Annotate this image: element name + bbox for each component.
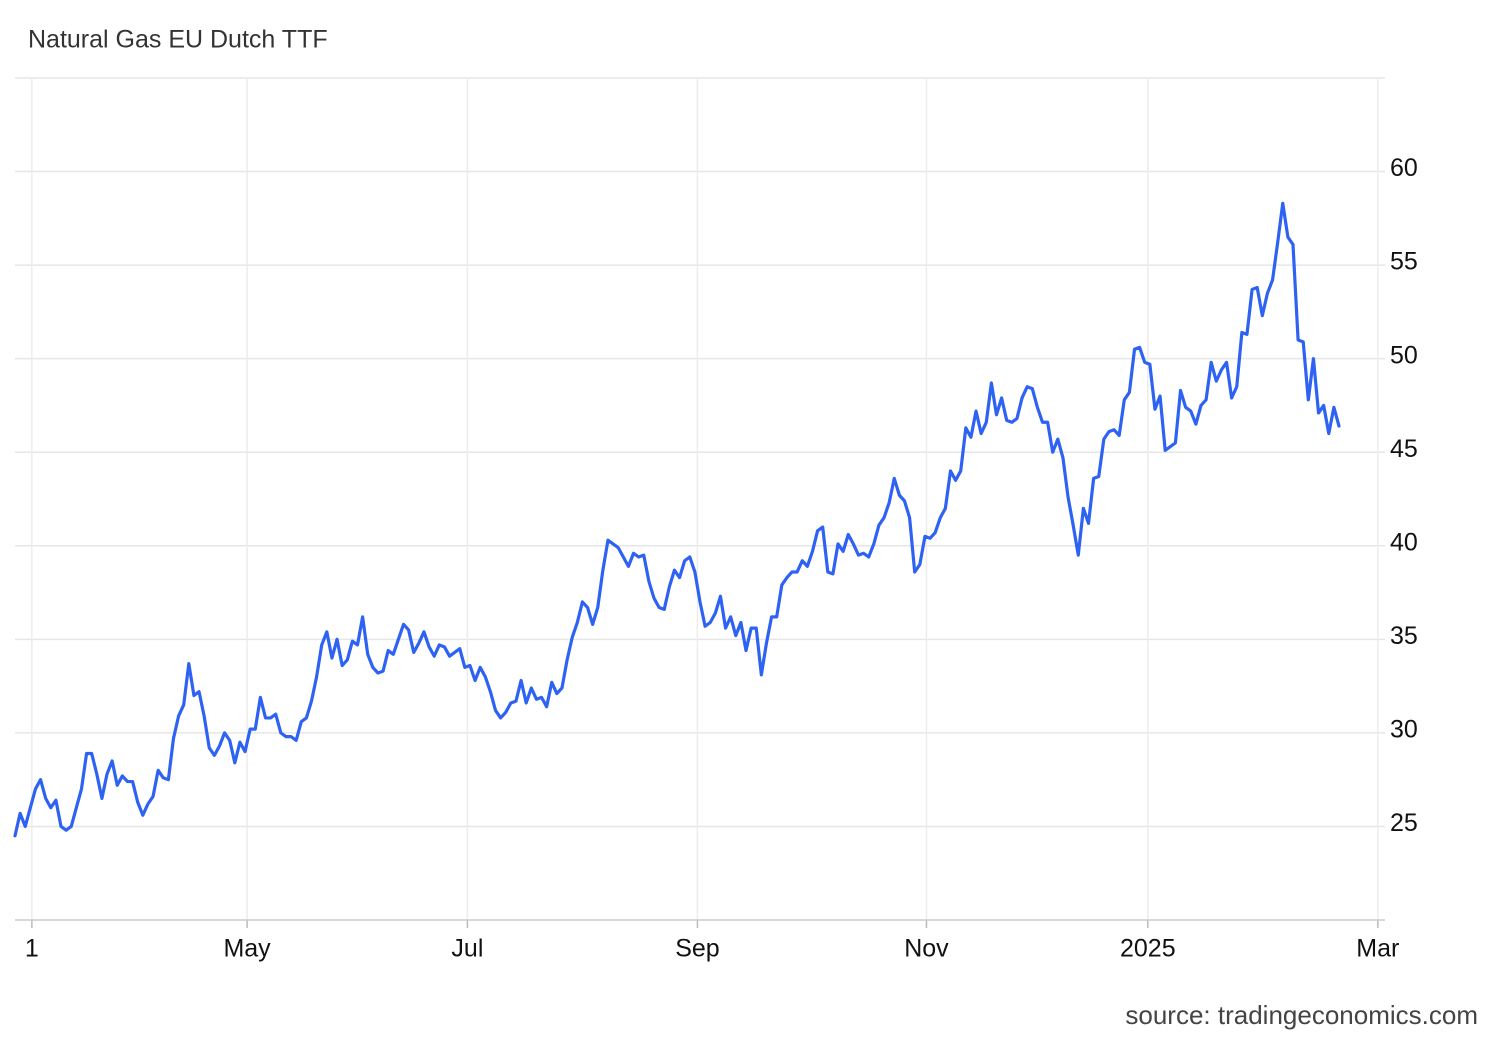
y-tick-label: 35: [1390, 622, 1418, 650]
y-tick-label: 25: [1390, 809, 1418, 837]
x-tick-label: 1: [25, 935, 39, 963]
y-tick-label: 60: [1390, 154, 1418, 182]
y-tick-label: 30: [1390, 715, 1418, 743]
x-tick-label: Mar: [1356, 935, 1399, 963]
source: source: tradingeconomics.com: [1125, 1000, 1478, 1030]
x-tick-label: May: [223, 935, 271, 963]
y-tick-label: 45: [1390, 435, 1418, 463]
x-tick-label: 2025: [1120, 935, 1176, 963]
y-tick-label: 55: [1390, 248, 1418, 276]
x-tick-label: Jul: [451, 935, 483, 963]
x-tick-label: Sep: [675, 935, 719, 963]
price-line: [13, 201, 1341, 838]
chart-title: Natural Gas EU Dutch TTF: [28, 26, 328, 54]
y-tick-label: 50: [1390, 341, 1418, 369]
x-tick-label: Nov: [904, 935, 949, 963]
y-tick-label: 40: [1390, 528, 1418, 556]
